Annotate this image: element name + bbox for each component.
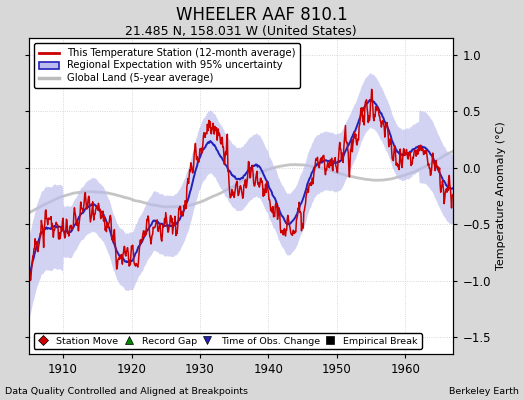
Text: WHEELER AAF 810.1: WHEELER AAF 810.1 (176, 6, 348, 24)
Text: Data Quality Controlled and Aligned at Breakpoints: Data Quality Controlled and Aligned at B… (5, 387, 248, 396)
Title: 21.485 N, 158.031 W (United States): 21.485 N, 158.031 W (United States) (125, 25, 357, 38)
Y-axis label: Temperature Anomaly (°C): Temperature Anomaly (°C) (496, 122, 506, 270)
Legend: Station Move, Record Gap, Time of Obs. Change, Empirical Break: Station Move, Record Gap, Time of Obs. C… (34, 333, 422, 349)
Text: Berkeley Earth: Berkeley Earth (449, 387, 519, 396)
